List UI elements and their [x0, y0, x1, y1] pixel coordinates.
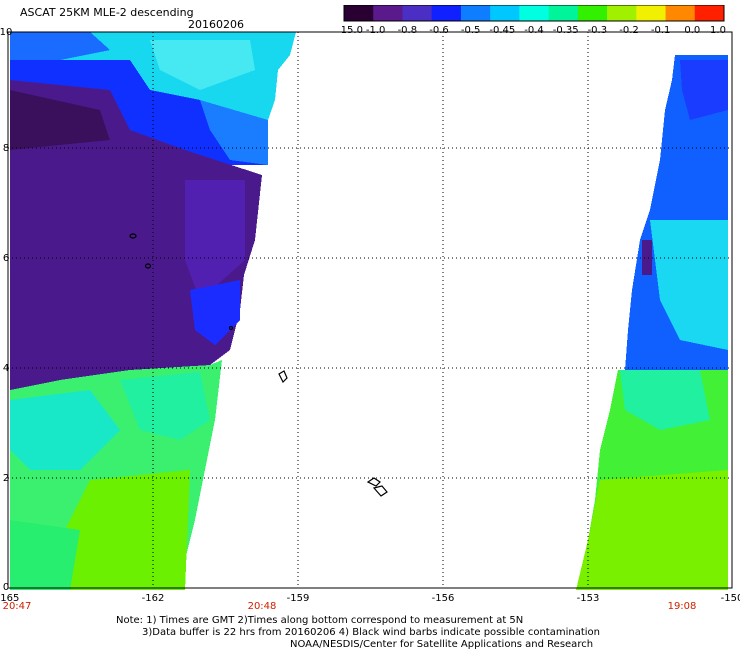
x-tick-1: -162: [142, 593, 165, 604]
color-scale-bar: -15.0-1.0-0.8-0.6-0.5-0.45-0.4-0.35-0.3-…: [342, 5, 726, 36]
time-label-1: 20:48: [248, 601, 277, 610]
x-tick-4: -153: [577, 593, 600, 604]
colorbar-label: -1.0: [366, 25, 386, 36]
colorbar-segment: [431, 5, 462, 21]
colorbar-label: -0.3: [588, 25, 608, 36]
time-label-2: 19:08: [668, 601, 697, 610]
colorbar-label: 1.0: [710, 25, 726, 36]
time-label-0: 20:47: [3, 601, 32, 610]
grid: [8, 32, 732, 588]
colorbar-segment: [373, 5, 403, 21]
note-line-3: NOAA/NESDIS/Center for Satellite Applica…: [290, 639, 594, 650]
colorbar-segment: [665, 5, 696, 21]
colorbar-segment: [694, 5, 725, 21]
x-tick-labels: -165 -162 -159 -156 -153 -150: [0, 593, 740, 604]
colorbar-segment: [577, 5, 608, 21]
y-tick-4: 8: [3, 143, 9, 154]
colorbar-segment: [607, 5, 637, 21]
east-swath: [576, 55, 728, 590]
x-tick-5: -150: [721, 593, 740, 604]
y-tick-3: 6: [3, 253, 9, 264]
colorbar-label: -0.5: [461, 25, 481, 36]
colorbar-label: -0.1: [651, 25, 671, 36]
y-tick-2: 4: [3, 363, 9, 374]
colorbar-label: -0.35: [553, 25, 579, 36]
colorbar-label: -0.8: [398, 25, 418, 36]
colorbar-label: -15.0: [342, 25, 363, 36]
y-tick-0: 0: [3, 582, 9, 593]
colorbar-label: -0.6: [429, 25, 449, 36]
time-labels: 20:47 20:48 19:08: [3, 601, 697, 610]
colorbar-segment: [636, 5, 667, 21]
colorbar-label: -0.45: [489, 25, 515, 36]
colorbar-label: 0.0: [684, 25, 700, 36]
note-line-1: Note: 1) Times are GMT 2)Times along bot…: [116, 615, 524, 626]
x-tick-3: -156: [432, 593, 455, 604]
colorbar-segment: [490, 5, 520, 21]
colorbar-segment: [548, 5, 579, 21]
colorbar-segment: [402, 5, 433, 21]
swath-map: -165 -162 -159 -156 -153 -150 0 2 4 6 8 …: [0, 27, 740, 610]
colorbar-segment: [519, 5, 550, 21]
y-tick-5: 10: [0, 27, 12, 38]
plot-frame: [7, 31, 733, 589]
colorbar-segment: [460, 5, 491, 21]
colorbar-label: -0.2: [619, 25, 639, 36]
map-date: 20160206: [188, 18, 244, 31]
y-tick-1: 2: [3, 473, 9, 484]
note-line-2: 3)Data buffer is 22 hrs from 20160206 4)…: [142, 627, 600, 638]
colorbar-segment: [344, 5, 374, 21]
y-tick-labels: 0 2 4 6 8 10: [0, 27, 12, 593]
colorbar-label: -0.4: [524, 25, 544, 36]
x-tick-0: -165: [0, 593, 19, 604]
map-title: ASCAT 25KM MLE-2 descending: [20, 6, 194, 19]
colorbar-frame: [343, 5, 725, 22]
island-outlines: [129, 233, 388, 497]
x-tick-2: -159: [287, 593, 310, 604]
west-swath: [10, 32, 296, 590]
